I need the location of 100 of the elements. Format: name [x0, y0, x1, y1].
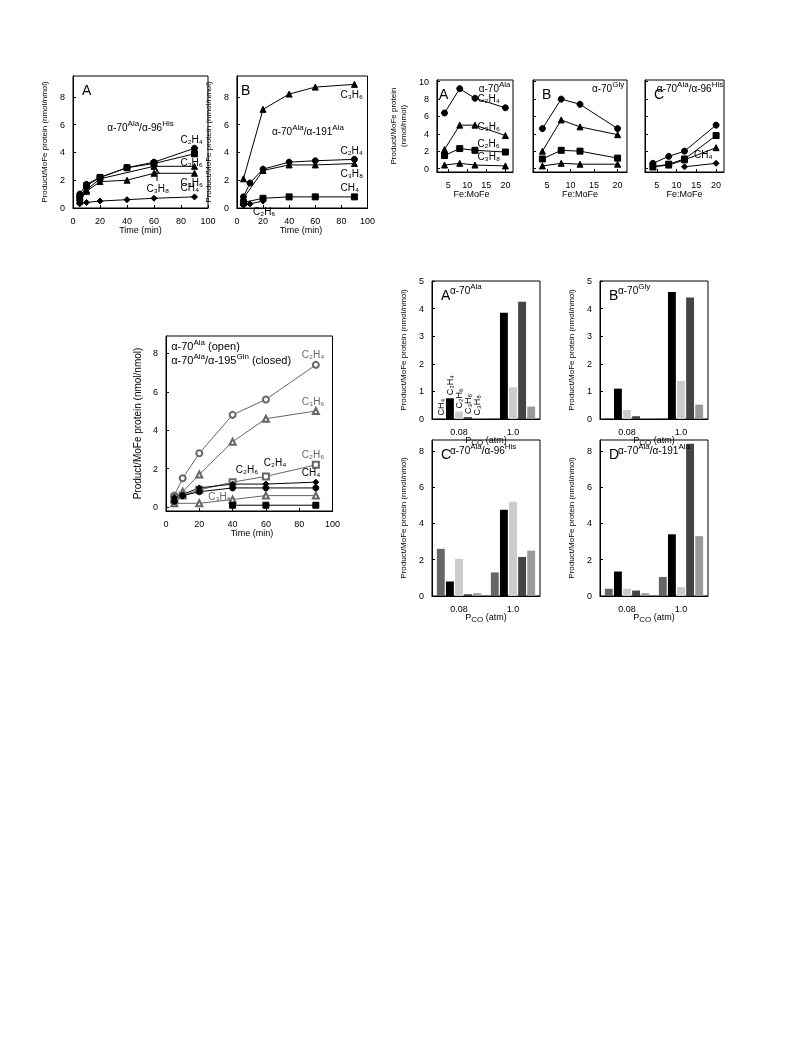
x-tick-label: 10	[462, 179, 473, 190]
chart-title: B	[542, 86, 552, 102]
chart-title: B	[609, 287, 619, 303]
y-tick-label: 0	[418, 591, 424, 601]
x-axis-title: Time (min)	[230, 528, 274, 539]
series-label: C₃H₆	[477, 121, 500, 133]
series-label: C₃H₆	[301, 395, 325, 407]
y-tick-label: 8	[152, 348, 158, 359]
annotation: α-70$^{Ala}$/α-96$^{His}$	[107, 119, 174, 135]
series-label: C₂H₄	[180, 133, 203, 145]
y-tick-label: 8	[223, 91, 229, 102]
chart-title: A	[441, 287, 451, 303]
x-tick-label: 0.08	[450, 426, 468, 437]
y-tick-label: 0	[59, 203, 65, 213]
y-axis-title: Product/MoFe protein (nmol/nmol)	[39, 80, 49, 203]
x-tick-label: 40	[284, 215, 295, 226]
y-tick-label: 5	[586, 276, 592, 286]
x-axis-title: Time (min)	[279, 225, 323, 236]
y-tick-label: 6	[223, 119, 229, 130]
y-axis-title: Product/MoFe protein (nmol/nmol)	[566, 456, 576, 579]
y-tick-label: 4	[418, 303, 424, 314]
y-tick-label: 1	[586, 386, 592, 397]
x-tick-label: 100	[200, 215, 216, 226]
series-label: C₃H₈	[208, 490, 231, 502]
series-label: C₂H₄	[477, 93, 500, 105]
x-tick-label: 60	[260, 518, 271, 529]
x-tick-label: 20	[194, 518, 205, 529]
y-tick-label: 4	[418, 518, 424, 529]
y-tick-label: 6	[418, 482, 424, 493]
text: C₃H₈	[472, 394, 483, 416]
x-tick-label: 1.0	[506, 603, 520, 614]
x-tick-label: 0.08	[450, 603, 468, 614]
x-tick-label: 60	[148, 215, 160, 226]
series-label: C₃H₆	[340, 88, 363, 100]
annotation: α-70$^{Ala}$ (open)	[171, 337, 240, 352]
y-tick-label: 8	[418, 445, 424, 456]
series-label: C₂H₄	[301, 349, 325, 361]
series-label: C₃H₈	[340, 168, 364, 180]
y-tick-label: 2	[586, 358, 592, 369]
y-tick-label: 4	[423, 128, 429, 139]
x-tick-label: 20	[258, 215, 269, 226]
x-tick-label: 1.0	[674, 603, 688, 614]
x-tick-label: 0	[163, 518, 169, 529]
x-axis-title: P$_{CO}$ (atm)	[465, 612, 507, 624]
y-tick-label: 2	[59, 175, 65, 186]
x-tick-label: 0.08	[618, 603, 636, 614]
series-label: C₂H₄	[340, 144, 363, 156]
y-tick-label: 0	[586, 414, 592, 424]
x-axis-title: P$_{CO}$ (atm)	[633, 612, 675, 624]
y-tick-label: 2	[586, 554, 592, 565]
text: C₃H₆	[463, 393, 474, 415]
x-tick-label: 80	[336, 215, 347, 226]
x-axis-title: Fe:MoFe	[453, 189, 490, 200]
y-tick-label: 0	[586, 591, 592, 601]
y-tick-label: 0	[418, 414, 424, 424]
y-tick-label: 8	[586, 445, 592, 456]
y-tick-label: 3	[418, 331, 424, 342]
y-tick-label: 2	[423, 146, 429, 157]
x-axis-title: Time (min)	[119, 225, 162, 236]
y-tick-label: 2	[223, 175, 229, 186]
x-tick-label: 20	[612, 179, 623, 190]
annotation: α-70$^{Ala}$/α-195$^{Gln}$ (closed)	[171, 351, 292, 367]
y-tick-label: 4	[586, 518, 592, 529]
annotation: α-70$^{Ala}$	[478, 79, 511, 94]
x-tick-label: 100	[324, 518, 341, 529]
y-tick-label: 1	[418, 386, 424, 397]
y-axis-title: Product/MoFe protein (nmol/nmol)	[203, 80, 213, 203]
text: C₂H₆	[235, 463, 259, 475]
text: C₂H₄	[444, 374, 455, 396]
chart-title: C	[441, 446, 452, 462]
y-tick-label: 8	[59, 91, 65, 102]
y-axis-title: Product/MoFe protein (nmol/nmol)	[398, 288, 408, 411]
series-label: C₃H₈	[146, 182, 170, 194]
y-tick-label: 6	[152, 386, 158, 397]
x-tick-label: 20	[500, 179, 511, 190]
y-tick-label: 4	[223, 147, 229, 158]
x-tick-label: 1.0	[674, 426, 688, 437]
y-axis-title: Product/MoFe protein (nmol/nmol)	[131, 347, 143, 500]
x-tick-label: 15	[691, 179, 702, 190]
series-label: C₃H₈	[477, 151, 501, 163]
x-tick-label: 5	[445, 179, 451, 190]
text: CH₄	[435, 398, 446, 416]
annotation: α-70$^{Ala}$	[450, 282, 482, 297]
series-label: C₂H₆	[477, 137, 500, 149]
y-tick-label: 6	[423, 111, 429, 122]
y-axis-title: Product/MoFe protein (nmol/nmol)	[388, 87, 408, 165]
x-tick-label: 0	[70, 215, 76, 226]
y-tick-label: 0	[423, 163, 429, 174]
y-tick-label: 6	[586, 482, 592, 493]
y-axis-title: Product/MoFe protein (nmol/nmol)	[566, 288, 576, 411]
y-tick-label: 2	[152, 463, 158, 474]
x-tick-label: 80	[175, 215, 187, 226]
series-label: C₂H₆	[180, 157, 203, 169]
y-tick-label: 2	[418, 554, 424, 565]
series-label: C₂H₄	[263, 457, 287, 469]
x-tick-label: 5	[654, 179, 660, 190]
y-tick-label: 2	[418, 358, 424, 369]
y-tick-label: 5	[418, 276, 424, 286]
annotation: α-70$^{Ala}$/α-191$^{Ala}$	[271, 123, 344, 139]
series-label: CH₄	[340, 182, 359, 194]
